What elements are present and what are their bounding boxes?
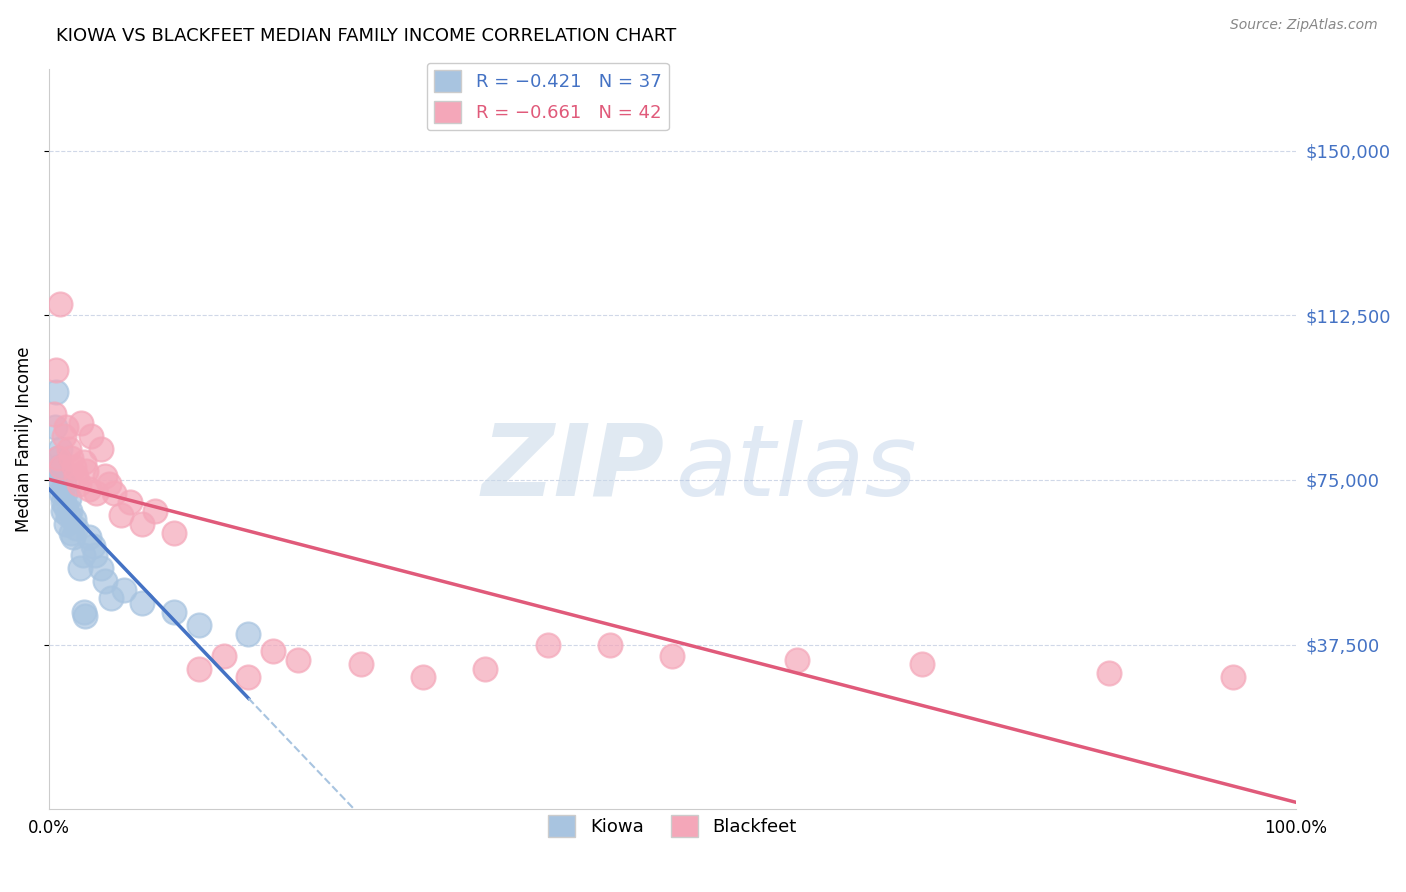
Text: KIOWA VS BLACKFEET MEDIAN FAMILY INCOME CORRELATION CHART: KIOWA VS BLACKFEET MEDIAN FAMILY INCOME … (56, 27, 676, 45)
Point (131, 516, 153, 531)
Point (69, 560, 91, 574)
Point (238, 626, 260, 640)
Point (62, 530, 84, 544)
Point (786, 653, 808, 667)
Point (187, 617, 209, 632)
Point (73, 605, 96, 619)
Text: ZIP: ZIP (481, 420, 664, 517)
Point (63, 512, 86, 526)
Point (44, 473, 66, 487)
Point (84, 548, 107, 562)
Point (238, 670, 260, 684)
Point (58, 442, 80, 457)
Point (537, 638, 560, 652)
Point (262, 644, 284, 658)
Point (46, 450, 69, 465)
Point (51, 459, 73, 474)
Point (45, 363, 67, 377)
Point (94, 574, 117, 588)
Point (100, 591, 122, 606)
Legend: Kiowa, Blackfeet: Kiowa, Blackfeet (541, 808, 804, 845)
Point (90, 560, 112, 574)
Point (118, 495, 141, 509)
Point (48, 464, 70, 478)
Point (58, 491, 80, 505)
Point (82, 539, 104, 553)
Point (44, 420, 66, 434)
Point (51, 486, 73, 500)
Y-axis label: Median Family Income: Median Family Income (15, 346, 32, 532)
Point (73, 455, 96, 469)
Point (53, 486, 76, 500)
Point (110, 508, 132, 522)
Point (49, 473, 72, 487)
Point (60, 525, 83, 540)
Point (45, 385, 67, 400)
Point (65, 468, 87, 483)
Point (55, 420, 77, 434)
Point (474, 662, 496, 676)
Point (59, 504, 82, 518)
Point (1098, 666, 1121, 681)
Point (49, 297, 72, 311)
Point (63, 459, 86, 474)
Point (163, 525, 186, 540)
Point (412, 670, 434, 684)
Point (599, 638, 621, 652)
Point (56, 508, 79, 522)
Point (80, 429, 103, 443)
Point (70, 416, 93, 430)
Point (75, 609, 97, 624)
Point (60, 450, 83, 465)
Point (112, 582, 135, 597)
Point (212, 648, 235, 663)
Point (103, 486, 125, 500)
Point (86, 486, 108, 500)
Point (52, 504, 75, 518)
Point (143, 504, 166, 518)
Point (90, 442, 112, 457)
Point (163, 605, 186, 619)
Point (911, 657, 934, 672)
Point (350, 657, 373, 672)
Point (72, 548, 94, 562)
Point (67, 477, 90, 491)
Point (94, 468, 117, 483)
Point (42, 407, 65, 421)
Point (77, 482, 100, 496)
Point (65, 521, 87, 535)
Text: atlas: atlas (676, 420, 918, 517)
Point (131, 596, 153, 610)
Point (46, 450, 69, 465)
Point (287, 653, 309, 667)
Point (75, 464, 97, 478)
Point (46, 459, 69, 474)
Point (53, 500, 76, 514)
Point (52, 429, 75, 443)
Text: Source: ZipAtlas.com: Source: ZipAtlas.com (1230, 18, 1378, 32)
Point (55, 516, 77, 531)
Point (52, 495, 75, 509)
Point (661, 648, 683, 663)
Point (52, 477, 75, 491)
Point (97, 477, 120, 491)
Point (1222, 670, 1244, 684)
Point (187, 662, 209, 676)
Point (49, 442, 72, 457)
Point (77, 530, 100, 544)
